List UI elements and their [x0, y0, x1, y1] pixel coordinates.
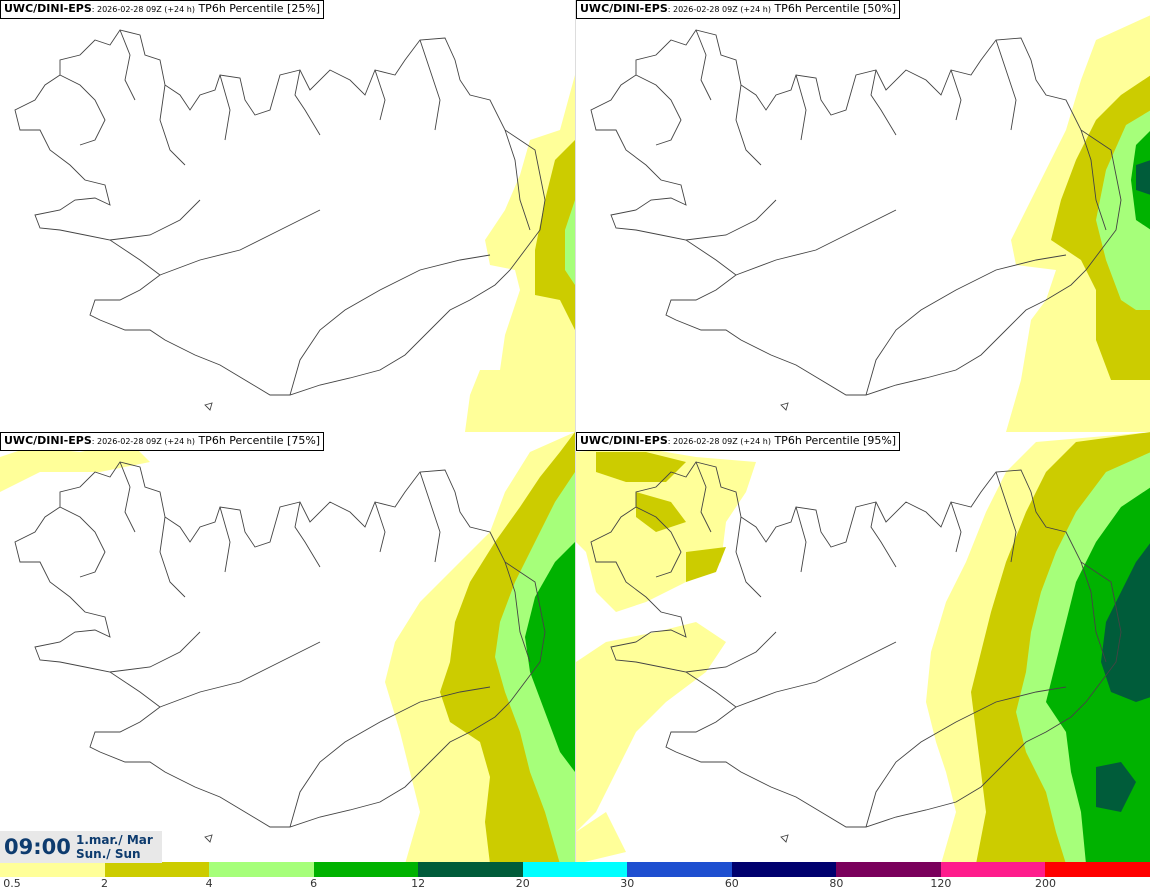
precip-field-olive — [535, 140, 575, 330]
panel-title: UWC/DINI-EPS: 2026-02-28 09Z (+24 h) TP6… — [576, 432, 901, 451]
valid-time-box: 09:00 1.mar./ Mar Sun./ Sun — [0, 831, 162, 863]
legend-swatch — [731, 862, 837, 877]
legend-swatch — [522, 862, 628, 877]
valid-date-line2: Sun./ Sun — [76, 847, 141, 861]
legend-swatch — [1045, 862, 1150, 877]
legend-tick-label: 2 — [101, 877, 109, 890]
precip-field-light — [0, 432, 575, 864]
map-panel-p75: UWC/DINI-EPS: 2026-02-28 09Z (+24 h) TP6… — [0, 432, 575, 864]
precip-field-green — [525, 542, 575, 772]
legend-tick-label: 60 — [724, 877, 739, 890]
map-panel-p25: UWC/DINI-EPS: 2026-02-28 09Z (+24 h) TP6… — [0, 0, 575, 432]
legend-tick-label: 200 — [1034, 877, 1056, 890]
map-canvas — [0, 432, 575, 864]
precip-field-olive-west — [596, 452, 726, 582]
legend-swatch — [209, 862, 314, 877]
legend-swatch — [940, 862, 1046, 877]
precip-field-light — [465, 75, 575, 432]
legend-tick-label: 6 — [310, 877, 318, 890]
map-canvas — [576, 432, 1150, 864]
panel-title: UWC/DINI-EPS: 2026-02-28 09Z (+24 h) TP6… — [0, 0, 325, 19]
map-canvas — [590, 15, 1150, 432]
precip-field-darkgreen — [1136, 160, 1150, 195]
panel-divider — [575, 0, 576, 862]
legend-tick-label: 20 — [515, 877, 530, 890]
valid-date-line1: 1.mar./ Mar — [76, 833, 153, 847]
legend-tick-label: 120 — [930, 877, 952, 890]
precip-field-darkgreen — [1096, 543, 1150, 812]
panel-title: UWC/DINI-EPS: 2026-02-28 09Z (+24 h) TP6… — [576, 0, 901, 19]
legend-tick-label: 0.5 — [3, 877, 21, 890]
legend-tick-label: 4 — [205, 877, 213, 890]
valid-time: 09:00 — [4, 835, 71, 859]
legend-tick-label: 12 — [411, 877, 426, 890]
map-canvas — [14, 29, 575, 432]
legend-swatch — [0, 862, 105, 877]
valid-date: 1.mar./ Mar Sun./ Sun — [76, 833, 153, 861]
legend-swatch — [418, 862, 523, 877]
precip-field-lightgreen — [565, 200, 575, 285]
iceland-coastline — [14, 29, 575, 411]
legend-tick-label: 30 — [620, 877, 635, 890]
color-legend: 0.5 2 4 6 12 20 30 60 80 120 200 — [0, 862, 1150, 891]
legend-swatch — [627, 862, 732, 877]
legend-tick-label: 80 — [829, 877, 844, 890]
map-panel-p50: UWC/DINI-EPS: 2026-02-28 09Z (+24 h) TP6… — [576, 0, 1150, 432]
legend-swatch — [836, 862, 941, 877]
map-panel-p95: UWC/DINI-EPS: 2026-02-28 09Z (+24 h) TP6… — [576, 432, 1150, 864]
legend-swatch — [104, 862, 210, 877]
legend-bar — [0, 862, 1150, 877]
legend-swatch — [313, 862, 419, 877]
panel-title: UWC/DINI-EPS: 2026-02-28 09Z (+24 h) TP6… — [0, 432, 325, 451]
